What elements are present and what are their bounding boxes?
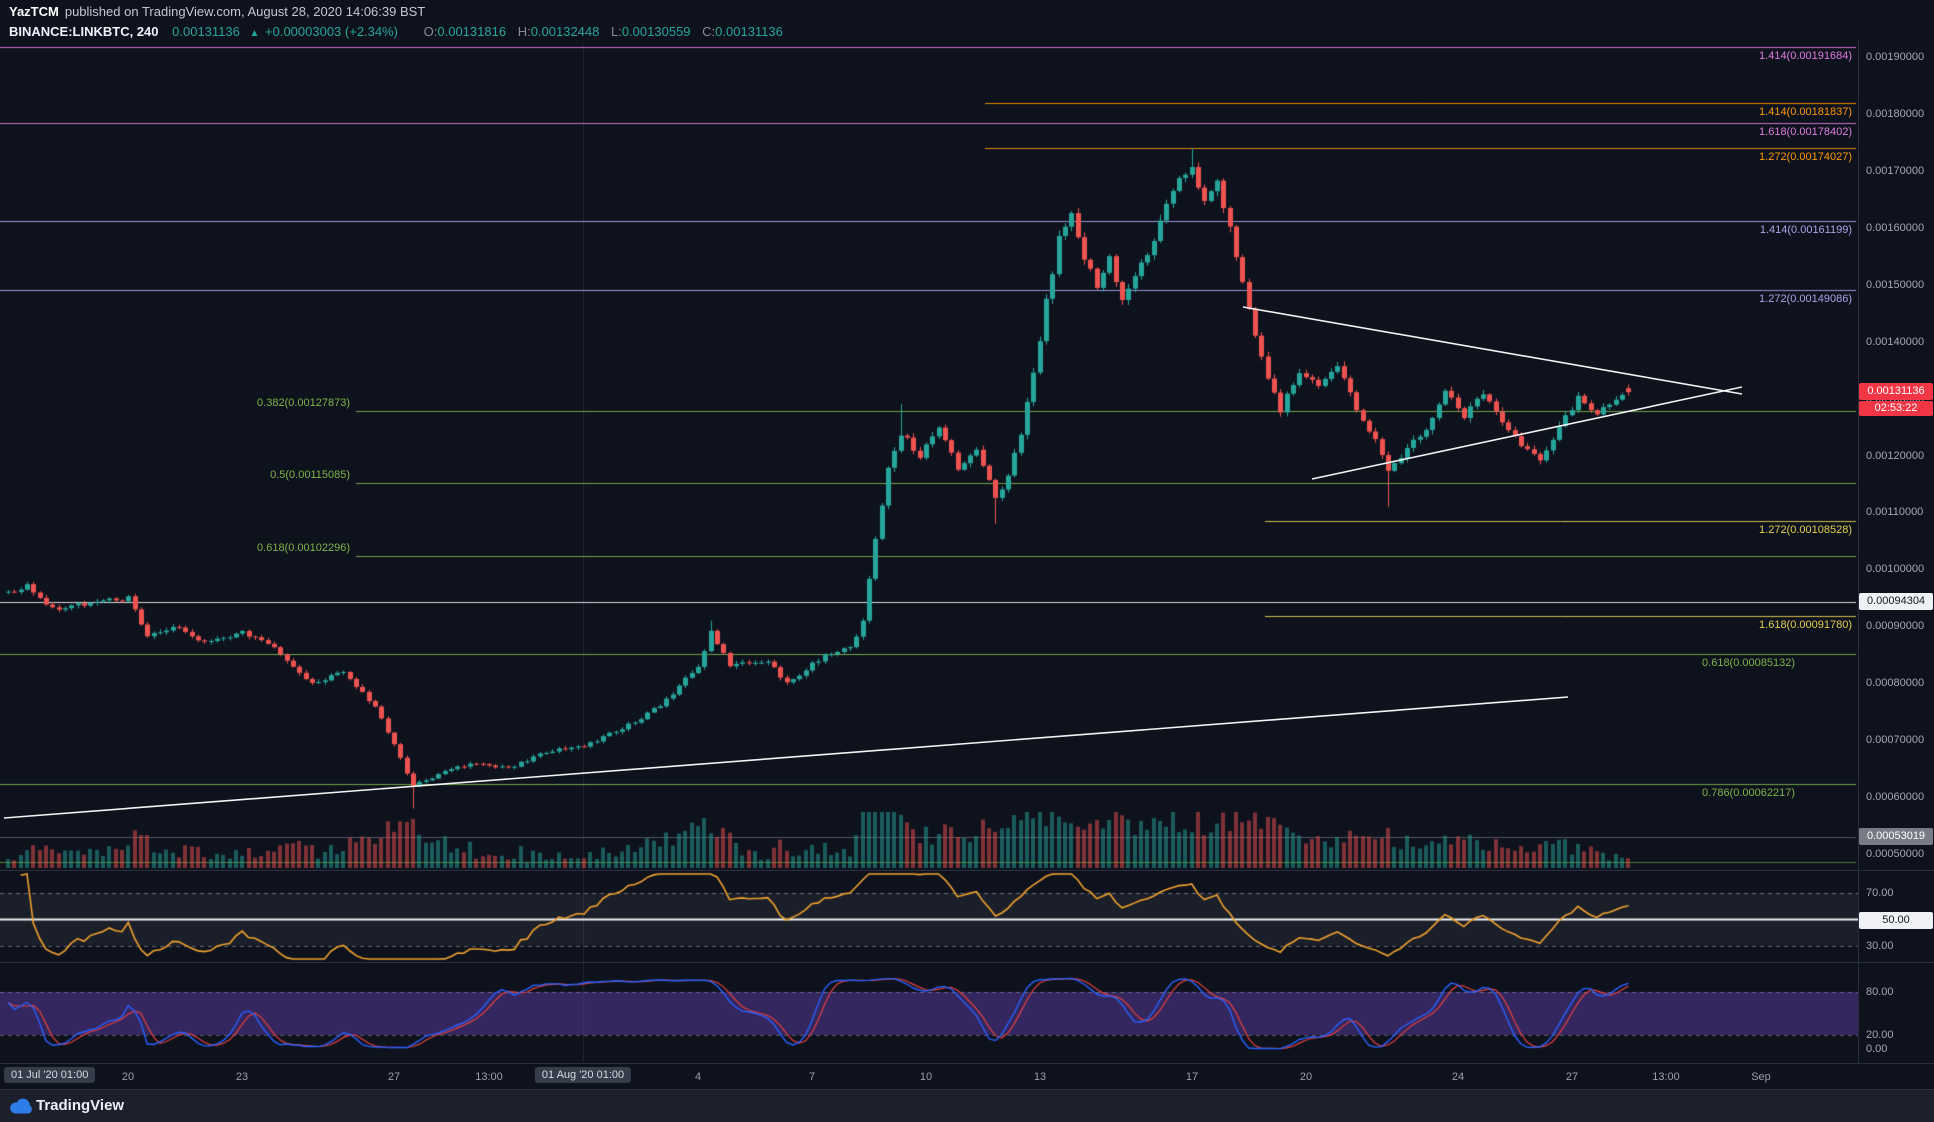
gray-line-badge: 0.00053019 — [1859, 827, 1933, 845]
time-axis-label: 20 — [1299, 1071, 1313, 1083]
time-axis-label: 17 — [1185, 1071, 1199, 1083]
white-line-badge: 0.00094304 — [1859, 592, 1933, 610]
time-axis-label: 13 — [1033, 1071, 1047, 1083]
price-scale-label: 0.00160000 — [1866, 221, 1925, 234]
stoch-scale-label: 0.00 — [1866, 1043, 1888, 1056]
stoch-scale-label: 20.00 — [1866, 1029, 1894, 1041]
price-scale-label: 0.00140000 — [1866, 335, 1925, 348]
time-anchor-tooltip: 01 Jul '20 01:00 — [4, 1067, 96, 1083]
pane-separator[interactable] — [0, 870, 1934, 871]
last-price-badge: 0.00131136 — [1859, 383, 1933, 401]
time-axis[interactable]: 20 23 27 13:00 4 7 10 13 17 20 24 27 13:00 Sep 01 Jul … — [0, 1063, 1934, 1090]
price-scale-label: 0.00100000 — [1866, 563, 1925, 576]
price-scale-label: 0.00060000 — [1866, 791, 1925, 804]
time-anchor-tooltip: 01 Aug '20 01:00 — [534, 1067, 632, 1083]
price-scale-label: 0.00050000 — [1866, 848, 1925, 861]
time-axis-label: Sep — [1751, 1071, 1771, 1083]
time-axis-label: 23 — [235, 1071, 249, 1083]
time-axis-label: 7 — [808, 1071, 816, 1083]
time-axis-label: 13:00 — [475, 1071, 503, 1083]
tradingview-logo[interactable] — [8, 1096, 34, 1121]
time-axis-label: 27 — [1565, 1071, 1579, 1083]
footer-bar: TradingView — [0, 1089, 1934, 1122]
rsi-scale-label: 70.00 — [1866, 887, 1894, 899]
price-scale[interactable]: 0.00190000 0.00180000 0.00170000 0.00160000… — [1858, 40, 1934, 1089]
rsi-scale-label: 30.00 — [1866, 940, 1894, 952]
price-scale-label: 0.00190000 — [1866, 51, 1925, 63]
price-scale-label: 0.00180000 — [1866, 107, 1925, 120]
time-axis-label: 13:00 — [1652, 1071, 1680, 1083]
stoch-scale-label: 80.00 — [1866, 986, 1894, 998]
price-scale-label: 0.00120000 — [1866, 449, 1925, 462]
time-axis-label: 4 — [694, 1071, 702, 1083]
price-scale-label: 0.00150000 — [1866, 278, 1925, 291]
price-scale-label: 0.00070000 — [1866, 734, 1925, 747]
price-scale-border — [1858, 40, 1859, 1089]
price-scale-label: 0.00110000 — [1866, 506, 1924, 519]
price-scale-label: 0.00090000 — [1866, 620, 1925, 633]
time-axis-label: 27 — [387, 1071, 401, 1083]
price-chart-canvas[interactable] — [0, 0, 1858, 1090]
brand-name[interactable]: TradingView — [36, 1097, 125, 1114]
countdown-badge: 02:53:22 — [1859, 401, 1933, 417]
rsi-hline-badge: 50.00 — [1859, 911, 1933, 929]
price-scale-label: 0.00080000 — [1866, 677, 1925, 690]
time-axis-label: 10 — [919, 1071, 933, 1083]
price-scale-label: 0.00170000 — [1866, 164, 1925, 177]
time-axis-label: 20 — [121, 1071, 135, 1083]
pane-separator[interactable] — [0, 962, 1934, 963]
time-axis-label: 24 — [1451, 1071, 1465, 1083]
